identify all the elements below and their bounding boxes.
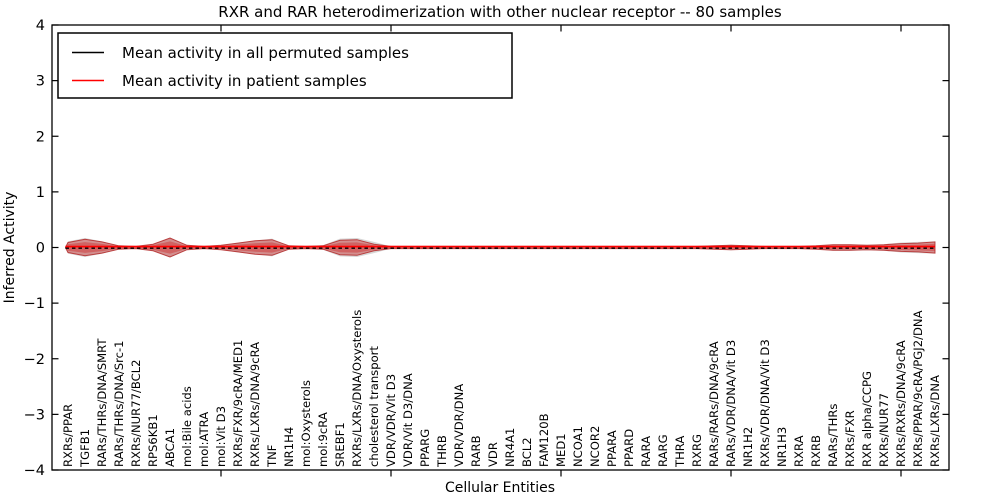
x-category-label: NR4A1 xyxy=(503,428,517,467)
legend: Mean activity in all permuted samples Me… xyxy=(57,32,513,99)
x-category-label: RXRs/PPAR/9cRA/PGJ2/DNA xyxy=(911,310,925,467)
x-category-label: ABCA1 xyxy=(163,428,177,467)
x-category-label: RXRs/NUR77/BCL2 xyxy=(129,359,143,467)
x-category-label: cholesterol transport xyxy=(367,346,381,467)
x-category-label: PPARD xyxy=(622,429,636,467)
x-category-label: RARA xyxy=(639,436,653,467)
x-category-label: RARs/RARs/DNA/9cRA xyxy=(707,341,721,467)
chart-title: RXR and RAR heterodimerization with othe… xyxy=(218,3,782,21)
x-category-label: PPARG xyxy=(418,429,432,467)
x-category-label: RXRs/RXRs/DNA/9cRA xyxy=(894,340,908,467)
x-category-label: RXRs/LXRs/DNA xyxy=(928,375,942,467)
y-tick-label: 3 xyxy=(36,74,45,90)
x-category-label: RARG xyxy=(656,434,670,467)
x-category-label: NCOA1 xyxy=(571,426,585,467)
legend-label-permuted: Mean activity in all permuted samples xyxy=(122,44,409,62)
x-category-label: NR1H2 xyxy=(741,427,755,467)
x-category-label: mol:9cRA xyxy=(316,412,330,467)
x-category-label: mol:Oxysterols xyxy=(299,380,313,467)
x-category-label: PPARA xyxy=(605,430,619,467)
x-category-label: RXRB xyxy=(809,435,823,467)
x-axis-label: Cellular Entities xyxy=(445,480,555,496)
x-category-label: RARs/THRs/DNA/SMRT xyxy=(95,338,109,467)
x-category-label: RXRs/VDR/DNA/Vit D3 xyxy=(758,339,772,467)
x-category-label: NR1H3 xyxy=(775,427,789,467)
x-category-label: NR1H4 xyxy=(282,427,296,467)
x-category-label: TGFB1 xyxy=(78,429,92,468)
violin-patient xyxy=(65,237,936,258)
x-category-label: mol:Bile acids xyxy=(180,386,194,467)
y-tick-label: −1 xyxy=(24,296,45,312)
x-category-label: RXRs/PPAR xyxy=(61,404,75,467)
x-category-label: VDR xyxy=(486,442,500,467)
x-category-label: THRB xyxy=(435,435,449,468)
x-category-label: RXR alpha/CCPG xyxy=(860,371,874,467)
x-category-label: MED1 xyxy=(554,433,568,467)
x-category-label: BCL2 xyxy=(520,437,534,467)
y-tick-label: 1 xyxy=(36,185,45,201)
y-tick-label: −2 xyxy=(24,352,45,368)
x-category-label: THRA xyxy=(673,436,687,468)
violin-permuted xyxy=(65,237,935,258)
x-category-label: RARs/THRs/DNA/Src-1 xyxy=(112,340,126,467)
x-category-label: RARs/THRs xyxy=(826,404,840,467)
x-category-label: RXRG xyxy=(690,434,704,467)
legend-frame xyxy=(57,32,513,99)
x-category-label: RARB xyxy=(469,435,483,467)
y-axis-label: Inferred Activity xyxy=(2,192,18,304)
violin-patient-inner xyxy=(65,241,935,254)
y-tick-label: −4 xyxy=(24,463,45,479)
y-tick-label: −3 xyxy=(24,407,45,423)
x-category-label: RXRs/NUR77 xyxy=(877,393,891,467)
x-category-label: RARs/VDR/DNA/Vit D3 xyxy=(724,340,738,467)
x-category-label: TNF xyxy=(265,445,279,468)
x-category-label: RXRA xyxy=(792,435,806,467)
y-tick-label: 0 xyxy=(36,241,45,257)
y-tick-label: 2 xyxy=(36,129,45,145)
x-category-label: NCOR2 xyxy=(588,426,602,467)
x-category-label: RXRs/FXR xyxy=(843,410,857,467)
x-category-label: FAM120B xyxy=(537,413,551,467)
x-category-label: RXRs/LXRs/DNA/Oxysterols xyxy=(350,310,364,467)
x-category-label: mol:ATRA xyxy=(197,412,211,467)
x-category-label: RXRs/LXRs/DNA/9cRA xyxy=(248,342,262,467)
x-category-label: mol:Vit D3 xyxy=(214,406,228,467)
x-category-label: VDR/Vit D3/DNA xyxy=(401,373,415,467)
x-category-label: RXRs/FXR/9cRA/MED1 xyxy=(231,340,245,467)
y-tick-label: 4 xyxy=(36,18,45,34)
legend-label-patient: Mean activity in patient samples xyxy=(122,72,367,90)
x-category-label: SREBF1 xyxy=(333,422,347,467)
x-category-label: VDR/VDR/Vit D3 xyxy=(384,374,398,467)
x-category-label: VDR/VDR/DNA xyxy=(452,384,466,467)
x-category-label: RPS6KB1 xyxy=(146,414,160,467)
